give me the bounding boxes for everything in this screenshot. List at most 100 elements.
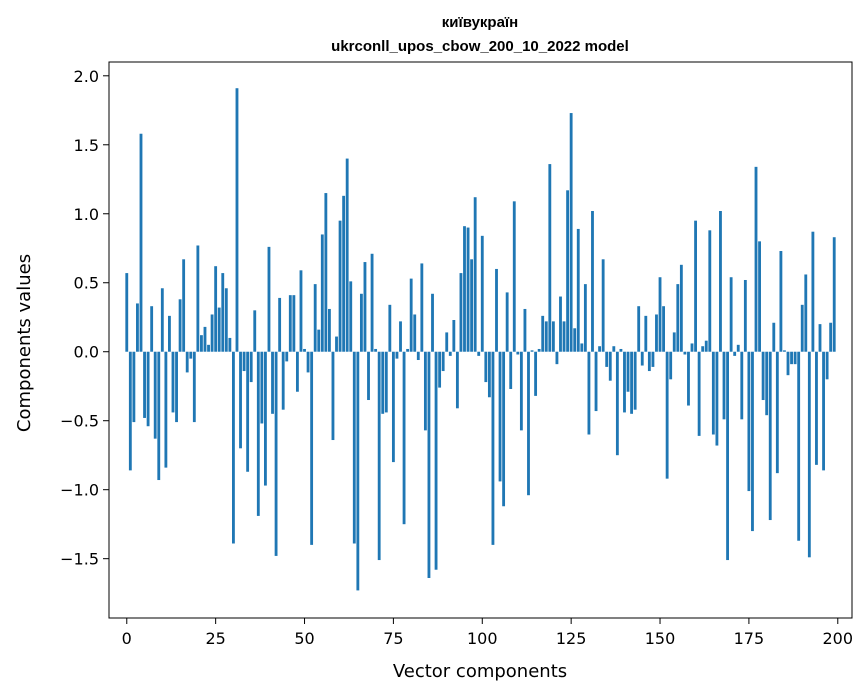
x-tick-label: 150 bbox=[645, 629, 676, 648]
bar-component-14 bbox=[175, 351, 178, 423]
bar-component-112 bbox=[523, 308, 527, 352]
y-tick-label: −1.0 bbox=[60, 481, 99, 500]
chart-title-line-1: київукраїн bbox=[442, 14, 518, 31]
bar-component-99 bbox=[477, 351, 481, 356]
bar-component-22 bbox=[203, 326, 207, 352]
bar-component-136 bbox=[608, 351, 612, 381]
bar-component-164 bbox=[708, 230, 712, 352]
bar-component-108 bbox=[509, 351, 513, 389]
bar-component-90 bbox=[445, 332, 449, 352]
bar-component-144 bbox=[637, 306, 641, 352]
bar-component-160 bbox=[694, 220, 697, 352]
bar-component-91 bbox=[448, 351, 452, 356]
bar-component-69 bbox=[370, 253, 374, 352]
bar-component-186 bbox=[786, 351, 790, 376]
bar-component-113 bbox=[527, 351, 530, 496]
bar-component-87 bbox=[434, 351, 438, 570]
bar-component-110 bbox=[516, 351, 520, 355]
bar-component-10 bbox=[160, 288, 164, 352]
bar-component-37 bbox=[256, 351, 260, 516]
bar-component-114 bbox=[530, 350, 534, 352]
bar-component-7 bbox=[150, 306, 154, 352]
bar-component-27 bbox=[221, 273, 225, 352]
bar-component-151 bbox=[662, 306, 665, 352]
bar-component-124 bbox=[566, 190, 570, 352]
bar-component-125 bbox=[569, 113, 573, 352]
bar-component-83 bbox=[420, 263, 424, 352]
bar-component-189 bbox=[797, 351, 801, 541]
bar-component-74 bbox=[388, 304, 392, 352]
bar-component-180 bbox=[765, 351, 769, 416]
bar-component-58 bbox=[331, 351, 335, 441]
bar-component-55 bbox=[320, 234, 324, 352]
bar-component-18 bbox=[189, 351, 193, 359]
bar-component-34 bbox=[246, 351, 250, 472]
bar-component-184 bbox=[779, 251, 783, 352]
bar-component-188 bbox=[793, 351, 797, 365]
bar-component-0 bbox=[125, 273, 129, 352]
bar-component-15 bbox=[178, 299, 182, 352]
y-tick-label: −1.5 bbox=[60, 550, 99, 569]
bar-component-33 bbox=[242, 351, 246, 372]
bar-component-59 bbox=[335, 336, 338, 352]
bar-component-133 bbox=[598, 346, 602, 352]
bar-component-98 bbox=[473, 197, 477, 352]
bar-component-168 bbox=[722, 351, 726, 420]
bar-component-23 bbox=[207, 344, 210, 352]
bar-component-177 bbox=[754, 166, 758, 352]
bar-component-42 bbox=[274, 351, 278, 556]
bar-component-159 bbox=[690, 343, 694, 352]
bar-component-102 bbox=[487, 351, 491, 398]
bar-component-68 bbox=[367, 351, 370, 401]
chart-title-line-2: ukrconll_upos_cbow_200_10_2022 model bbox=[331, 38, 629, 55]
bar-component-61 bbox=[342, 195, 346, 352]
bar-component-187 bbox=[790, 351, 793, 365]
x-axis-label: Vector components bbox=[393, 661, 567, 682]
bar-component-95 bbox=[463, 226, 466, 352]
bar-component-104 bbox=[495, 268, 498, 352]
bar-component-109 bbox=[512, 201, 516, 352]
bar-component-146 bbox=[644, 315, 648, 352]
bar-component-199 bbox=[832, 237, 836, 352]
y-axis: −1.5 −1.0 −0.5 0.0 0.5 1.0 1.5 2.0 bbox=[60, 67, 109, 569]
bar-component-62 bbox=[345, 158, 349, 352]
bar-component-178 bbox=[758, 241, 761, 352]
bar-component-71 bbox=[377, 351, 381, 561]
bar-component-191 bbox=[804, 274, 808, 352]
bar-component-81 bbox=[413, 314, 417, 352]
bar-component-154 bbox=[672, 332, 676, 352]
bar-component-36 bbox=[253, 310, 257, 352]
x-tick-label: 25 bbox=[205, 629, 225, 648]
bar-component-175 bbox=[747, 351, 751, 492]
bar-component-40 bbox=[267, 246, 271, 352]
bar-component-20 bbox=[196, 245, 200, 352]
bar-component-118 bbox=[544, 321, 548, 352]
bar-component-119 bbox=[548, 164, 552, 352]
bar-component-195 bbox=[818, 324, 822, 352]
bar-component-80 bbox=[409, 278, 413, 352]
bar-component-76 bbox=[395, 351, 399, 359]
y-tick-label: 1.5 bbox=[74, 136, 99, 155]
bar-component-75 bbox=[391, 351, 395, 463]
bar-component-145 bbox=[640, 351, 644, 366]
bar-component-96 bbox=[466, 227, 470, 352]
bar-component-11 bbox=[164, 351, 168, 468]
bar-component-51 bbox=[306, 351, 310, 373]
bar-component-192 bbox=[807, 351, 811, 558]
bar-component-153 bbox=[669, 351, 673, 380]
bar-component-176 bbox=[751, 351, 754, 532]
bar-component-54 bbox=[317, 329, 321, 352]
bar-component-165 bbox=[711, 351, 715, 435]
bar-component-122 bbox=[559, 296, 562, 352]
bar-component-116 bbox=[537, 348, 541, 352]
bar-component-174 bbox=[743, 279, 747, 352]
bar-component-123 bbox=[562, 321, 566, 352]
x-tick-label: 175 bbox=[734, 629, 765, 648]
bar-component-126 bbox=[573, 328, 577, 352]
bar-component-117 bbox=[541, 315, 545, 352]
bar-component-196 bbox=[822, 351, 825, 471]
bar-component-43 bbox=[278, 297, 282, 352]
bar-component-50 bbox=[303, 348, 306, 352]
bar-component-19 bbox=[192, 351, 196, 423]
bar-component-9 bbox=[157, 351, 161, 481]
